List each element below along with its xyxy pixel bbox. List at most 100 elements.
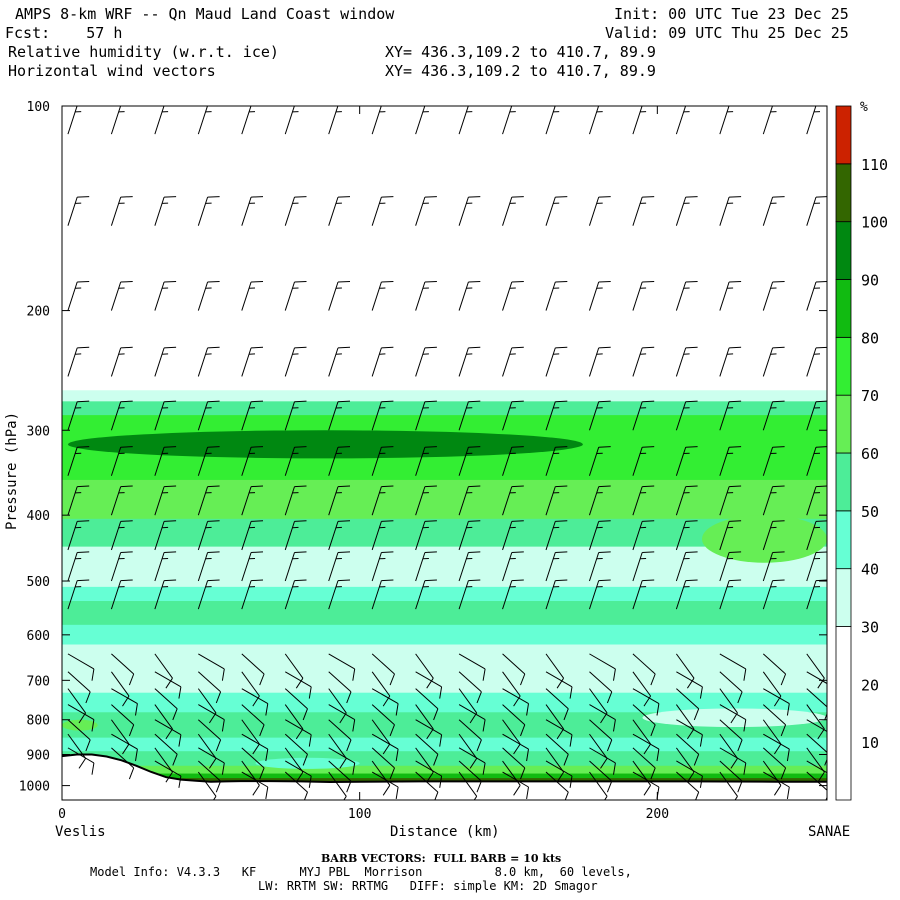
wind-barb-flag (424, 281, 437, 283)
y-tick-label: 200 (27, 305, 50, 320)
wind-barb-flag (172, 708, 178, 721)
wind-barb-flag (642, 446, 655, 448)
wind-barb-flag (343, 796, 347, 800)
wind-barb-flag (295, 771, 304, 783)
wind-barb-flag (729, 196, 742, 198)
wind-barb-shaft (588, 580, 600, 610)
wind-barb-shaft (197, 671, 221, 693)
wind-barb-shaft (415, 760, 442, 777)
wind-barb-shaft (328, 552, 339, 582)
wind-barb-flag (251, 196, 264, 198)
wind-barb-shaft (371, 653, 395, 675)
wind-barb-shaft (241, 552, 252, 582)
wind-barb-flag (555, 281, 568, 283)
colorbar-tick-label: 20 (861, 676, 879, 694)
wind-barb-shaft (197, 401, 209, 431)
wind-barb-shaft (284, 447, 295, 476)
wind-barb-flag (395, 703, 399, 716)
wind-barb-flag (780, 767, 787, 780)
wind-barb-shaft (67, 688, 87, 714)
x-endpoint-left: Veslis (55, 824, 106, 840)
wind-barb-shaft (328, 733, 347, 759)
wind-barb-shaft (415, 653, 434, 679)
wind-barb-flag (259, 724, 265, 737)
wind-barb-flag (207, 346, 220, 349)
wind-barb-flag (389, 724, 395, 737)
wind-barb-flag (556, 728, 565, 740)
wind-barb-flag (772, 551, 785, 553)
wind-barb-flag (120, 520, 133, 522)
wind-barb-shaft (502, 688, 529, 705)
wind-barb-shaft (328, 747, 355, 764)
wind-barb-flag (817, 728, 825, 740)
wind-barb-flag (772, 346, 785, 349)
wind-barb-flag (598, 446, 611, 448)
wind-barb-flag (563, 754, 569, 766)
wind-barb-shaft (806, 704, 825, 730)
wind-barb-flag (685, 551, 698, 553)
wind-barb-flag (295, 728, 304, 740)
wind-barb-shaft (502, 196, 513, 226)
wind-barb-shaft (502, 401, 513, 431)
wind-barb-shaft (806, 281, 817, 311)
wind-barb-flag (433, 754, 439, 766)
wind-barb-shaft (675, 552, 687, 582)
wind-barb-shaft (806, 401, 817, 431)
wind-barb-flag (339, 758, 347, 769)
wind-barb-flag (381, 400, 394, 403)
wind-barb-flag (482, 762, 486, 775)
wind-barb-shaft (154, 704, 173, 730)
wind-barb-flag (308, 775, 312, 788)
rh-layer (62, 600, 827, 626)
wind-barb-shaft (458, 688, 478, 714)
wind-barb-flag (511, 520, 524, 522)
wind-barb-shaft (67, 347, 78, 377)
wind-barb-flag (251, 400, 264, 403)
wind-barb-flag (381, 196, 394, 198)
wind-barb-flag (468, 520, 481, 522)
wind-barb-shaft (806, 747, 825, 773)
field-name-rh: Relative humidity (w.r.t. ice) (8, 43, 279, 61)
colorbar-bin (835, 163, 852, 223)
wind-barb-flag (346, 691, 352, 704)
wind-barb-shaft (458, 401, 469, 431)
wind-barb-flag (815, 196, 827, 198)
wind-barb-shaft (545, 447, 556, 476)
wind-barb-shaft (241, 671, 260, 697)
wind-barb-shaft (458, 106, 469, 135)
wind-barb-flag (511, 400, 524, 403)
wind-barb-flag (172, 754, 178, 766)
wind-barb-shaft (371, 580, 382, 610)
wind-barb-shaft (111, 719, 130, 745)
wind-barb-shaft (328, 760, 352, 782)
wind-barb-flag (831, 735, 833, 747)
wind-barb-shaft (589, 671, 613, 693)
wind-barb-shaft (458, 486, 469, 516)
wind-barb-flag (482, 668, 486, 681)
x-tick-label: 200 (646, 807, 669, 822)
y-axis: 100 200 300 400 500 600 700 800 900 1000 (19, 100, 827, 795)
wind-barb-shaft (502, 704, 526, 726)
wind-barb-flag (120, 551, 133, 553)
wind-barb-flag (786, 749, 790, 762)
wind-barb-flag (772, 196, 785, 198)
wind-barb-flag (77, 520, 90, 522)
wind-barb-shaft (241, 281, 252, 311)
wind-barb-flag (303, 791, 308, 800)
wind-barb-shaft (415, 747, 434, 773)
wind-barb-flag (786, 703, 790, 716)
wind-barb-shaft (632, 521, 643, 551)
wind-barb-shaft (197, 447, 209, 476)
wind-barb-flag (352, 668, 356, 681)
wind-barb-flag (164, 346, 177, 349)
wind-barb-shaft (502, 733, 529, 750)
wind-barb-flag (91, 668, 95, 681)
wind-barb-flag (476, 691, 482, 704)
rh-layer (62, 546, 827, 588)
wind-barb-flag (207, 196, 220, 198)
wind-barb-flag (734, 796, 738, 800)
wind-barbs-layer (67, 106, 833, 800)
wind-barb-shaft (762, 447, 774, 476)
wind-barb-shaft (154, 653, 173, 679)
wind-barb-shaft (806, 760, 827, 774)
